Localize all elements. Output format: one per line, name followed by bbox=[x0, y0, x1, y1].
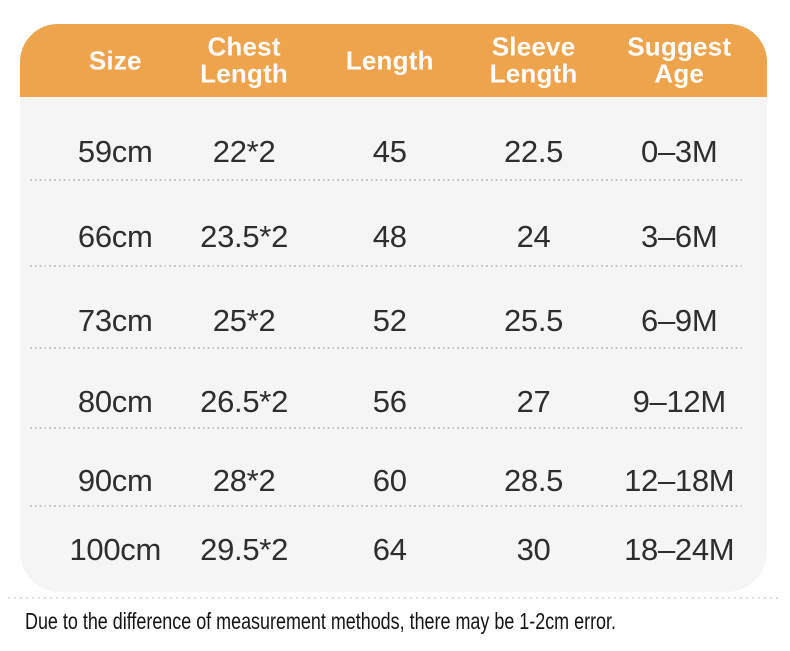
table-row: 59cm 22*2 45 22.5 0–3M bbox=[20, 97, 767, 181]
header-suggest-age: Suggest Age bbox=[627, 31, 732, 89]
table-cell: 28.5 bbox=[503, 463, 564, 498]
table-cell: 90cm bbox=[77, 463, 153, 498]
table-row: 100cm 29.5*2 64 30 18–24M bbox=[20, 507, 767, 592]
table-cell: 22*2 bbox=[212, 134, 276, 169]
table-row: 66cm 23.5*2 48 24 3–6M bbox=[20, 181, 767, 267]
table-cell: 52 bbox=[372, 303, 407, 338]
table-cell: 28*2 bbox=[212, 463, 276, 498]
table-cell: 18–24M bbox=[624, 531, 735, 567]
table-cell: 66cm bbox=[77, 219, 153, 254]
size-chart-table: Size Chest Length Length Sleeve Length S… bbox=[20, 24, 767, 592]
table-cell: 30 bbox=[516, 531, 551, 567]
table-cell: 25*2 bbox=[212, 303, 276, 338]
header-chest-length: Chest Length bbox=[200, 31, 289, 89]
table-cell: 0–3M bbox=[641, 134, 718, 169]
table-cell: 22.5 bbox=[503, 134, 564, 169]
table-row: 73cm 25*2 52 25.5 6–9M bbox=[20, 267, 767, 349]
table-cell: 23.5*2 bbox=[200, 219, 289, 254]
table-cell: 45 bbox=[372, 134, 407, 169]
table-row: 90cm 28*2 60 28.5 12–18M bbox=[20, 429, 767, 507]
table-cell: 73cm bbox=[77, 303, 153, 338]
table-cell: 29.5*2 bbox=[200, 531, 289, 567]
bottom-dotted-divider bbox=[8, 597, 782, 599]
table-cell: 100cm bbox=[69, 531, 162, 567]
measurement-note: Due to the difference of measurement met… bbox=[25, 608, 616, 634]
table-cell: 80cm bbox=[77, 384, 153, 419]
table-cell: 9–12M bbox=[632, 384, 727, 419]
table-cell: 56 bbox=[372, 384, 407, 419]
table-cell: 12–18M bbox=[624, 463, 735, 498]
table-header-row: Size Chest Length Length Sleeve Length S… bbox=[20, 24, 767, 97]
table-cell: 64 bbox=[372, 531, 407, 567]
table-cell: 24 bbox=[516, 219, 551, 254]
header-length: Length bbox=[345, 44, 434, 75]
table-cell: 25.5 bbox=[503, 303, 564, 338]
table-row: 80cm 26.5*2 56 27 9–12M bbox=[20, 349, 767, 429]
header-sleeve-length: Sleeve Length bbox=[489, 31, 578, 89]
table-cell: 26.5*2 bbox=[200, 384, 289, 419]
table-cell: 27 bbox=[516, 384, 551, 419]
table-cell: 59cm bbox=[77, 134, 153, 169]
table-cell: 6–9M bbox=[641, 303, 718, 338]
table-body: 59cm 22*2 45 22.5 0–3M 66cm 23.5*2 48 24 3–6M 73cm… bbox=[20, 97, 767, 592]
table-cell: 48 bbox=[372, 219, 407, 254]
table-cell: 3–6M bbox=[641, 219, 718, 254]
table-cell: 60 bbox=[372, 463, 407, 498]
header-size: Size bbox=[88, 44, 142, 75]
